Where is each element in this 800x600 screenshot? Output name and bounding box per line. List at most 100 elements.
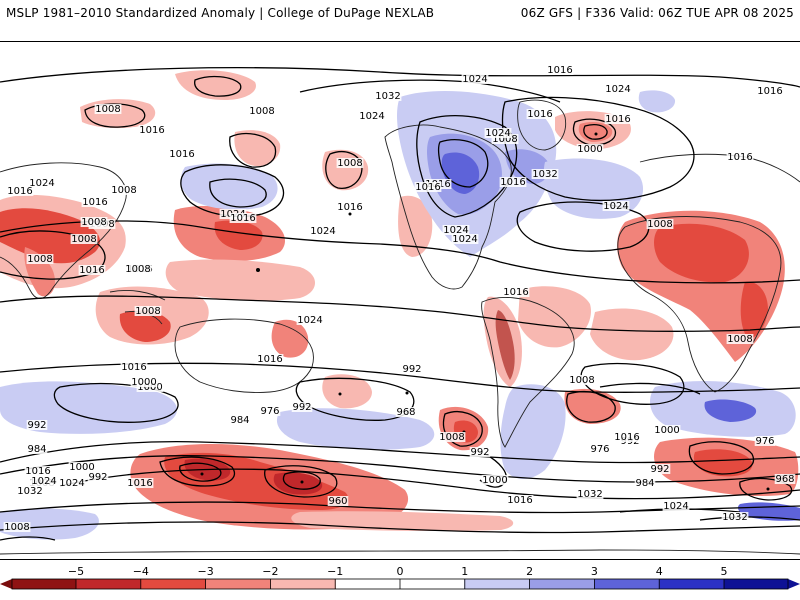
isobar-label: 1016 <box>25 466 50 477</box>
isobar-label: 992 <box>292 402 311 413</box>
isobar-label: 1032 <box>577 489 602 500</box>
isobar-label: 1024 <box>443 225 468 236</box>
isobar-label-bg <box>26 254 54 264</box>
isobar-label: 976 <box>260 406 279 417</box>
isobar-label-bg <box>291 402 313 412</box>
isobar-label: 1008 <box>4 522 29 533</box>
isobar-label-bg <box>229 213 257 223</box>
isobar-label-bg <box>526 109 554 119</box>
isobar-label-bg <box>110 185 138 195</box>
colorbar-seg-pos3 <box>594 579 659 589</box>
isobar-label: 1024 <box>59 478 84 489</box>
isobar-label-bg <box>94 104 122 114</box>
isobar-label: 1008 <box>125 264 150 275</box>
isobar-1008-bering <box>194 75 242 97</box>
isobar-label: 1008 <box>71 234 96 245</box>
isobar-label-bg <box>613 432 641 442</box>
isobar-label: 1000 <box>137 382 162 393</box>
center-dot <box>300 480 304 484</box>
isobar-label-bg <box>726 334 754 344</box>
isobar-label-bg <box>646 219 674 229</box>
center-dot <box>594 132 598 136</box>
isobar-label: 1016 <box>79 265 104 276</box>
isobar-label: 1016 <box>614 432 639 443</box>
isobar-label-bg <box>491 134 519 144</box>
isobar-976-south-low-2 <box>264 465 338 498</box>
isobar-label: 1008 <box>647 219 672 230</box>
isobar-label-bg <box>469 447 491 457</box>
center-dot <box>348 212 352 216</box>
pos-anomaly-s-indian-core <box>704 399 757 422</box>
neg-anomaly-s-indian-core <box>693 449 753 477</box>
isobar-label-bg <box>58 478 86 488</box>
isobar-label-bg <box>531 169 559 179</box>
neg-anomaly-maritime-core <box>119 310 171 342</box>
isobar-984-southern <box>59 468 800 500</box>
isobar-label-bg <box>70 234 98 244</box>
colorbar-tick-label: −4 <box>133 565 149 578</box>
neg-anomaly-se-pacific <box>322 374 372 409</box>
isobar-label-bg <box>358 111 386 121</box>
isobar-label-bg <box>649 464 671 474</box>
isobar-label: 1032 <box>722 512 747 523</box>
coast-north-america <box>384 124 512 290</box>
isobar-label: 1016 <box>527 109 552 120</box>
isobar-label-bg <box>87 472 109 482</box>
isobar-label: 992 <box>650 464 669 475</box>
isobar-label: 960 <box>328 496 347 507</box>
isobar-label: 1016 <box>7 186 32 197</box>
colorbar-right-arrow <box>788 579 800 589</box>
isobar-label: 1000 <box>654 425 679 436</box>
isobar-label: 1008 <box>492 134 517 145</box>
isobar-label: 1008 <box>81 217 106 228</box>
isobar-label-bg <box>126 478 154 488</box>
isobar-968-s-indian-2 <box>739 477 793 501</box>
isobar-label-bg <box>438 432 466 442</box>
neg-anomaly-s-atlantic <box>590 308 674 361</box>
isobar-label: 1024 <box>359 111 384 122</box>
colorbar-tick-label: −1 <box>327 565 343 578</box>
isobar-label: 1008 <box>135 306 160 317</box>
isobar-1024-canada-high <box>416 115 518 218</box>
isobar-label: 1016 <box>169 149 194 160</box>
isobar-1024-sp-high <box>295 377 415 421</box>
isobar-label: 1008 <box>95 104 120 115</box>
isobar-label-bg <box>502 287 530 297</box>
coast-africa <box>617 216 782 393</box>
isobar-1016-atlantic-tropics <box>599 382 701 395</box>
isobar-label: 1016 <box>337 202 362 213</box>
isobar-label-bg <box>754 436 776 446</box>
isobar-1000-n-atlantic-low-inner <box>583 124 608 140</box>
isobar-1024-azores <box>516 201 650 252</box>
isobar-1008-n-atlantic-low <box>572 118 617 146</box>
neg-anomaly-andes-halo <box>483 296 522 387</box>
coast-europe <box>639 153 800 183</box>
isobar-label: 1024 <box>297 315 322 326</box>
isobar-label: 1024 <box>29 178 54 189</box>
isobar-label-bg <box>256 354 284 364</box>
center-dot <box>200 472 204 476</box>
isobar-label-bg <box>134 306 162 316</box>
isobar-label-bg <box>78 265 106 275</box>
colorbar-tick-label: 3 <box>591 565 598 578</box>
isobar-1024-npac-high <box>180 164 285 217</box>
isobar-label: 976 <box>755 436 774 447</box>
isobar-label-bg <box>374 91 402 101</box>
isobar-label-bg <box>604 84 632 94</box>
isobar-label-bg <box>168 149 196 159</box>
isobar-label: 1016 <box>415 182 440 193</box>
neg-anomaly-africa-core <box>654 223 749 283</box>
isobar-label-bg <box>653 425 681 435</box>
colorbar-tick-label: −5 <box>68 565 84 578</box>
isobar-label: 992 <box>27 420 46 431</box>
isobar-label: 1000 <box>69 462 94 473</box>
isobar-1000-southern <box>0 441 800 464</box>
isobar-1008-equatorial <box>0 295 800 332</box>
isobar-1016-subtropic-n <box>0 220 800 284</box>
isobar-label: 984 <box>230 415 249 426</box>
isobar-label-bg <box>774 474 796 484</box>
isobar-label-bg <box>756 86 784 96</box>
neg-anomaly-east-africa <box>740 281 768 339</box>
